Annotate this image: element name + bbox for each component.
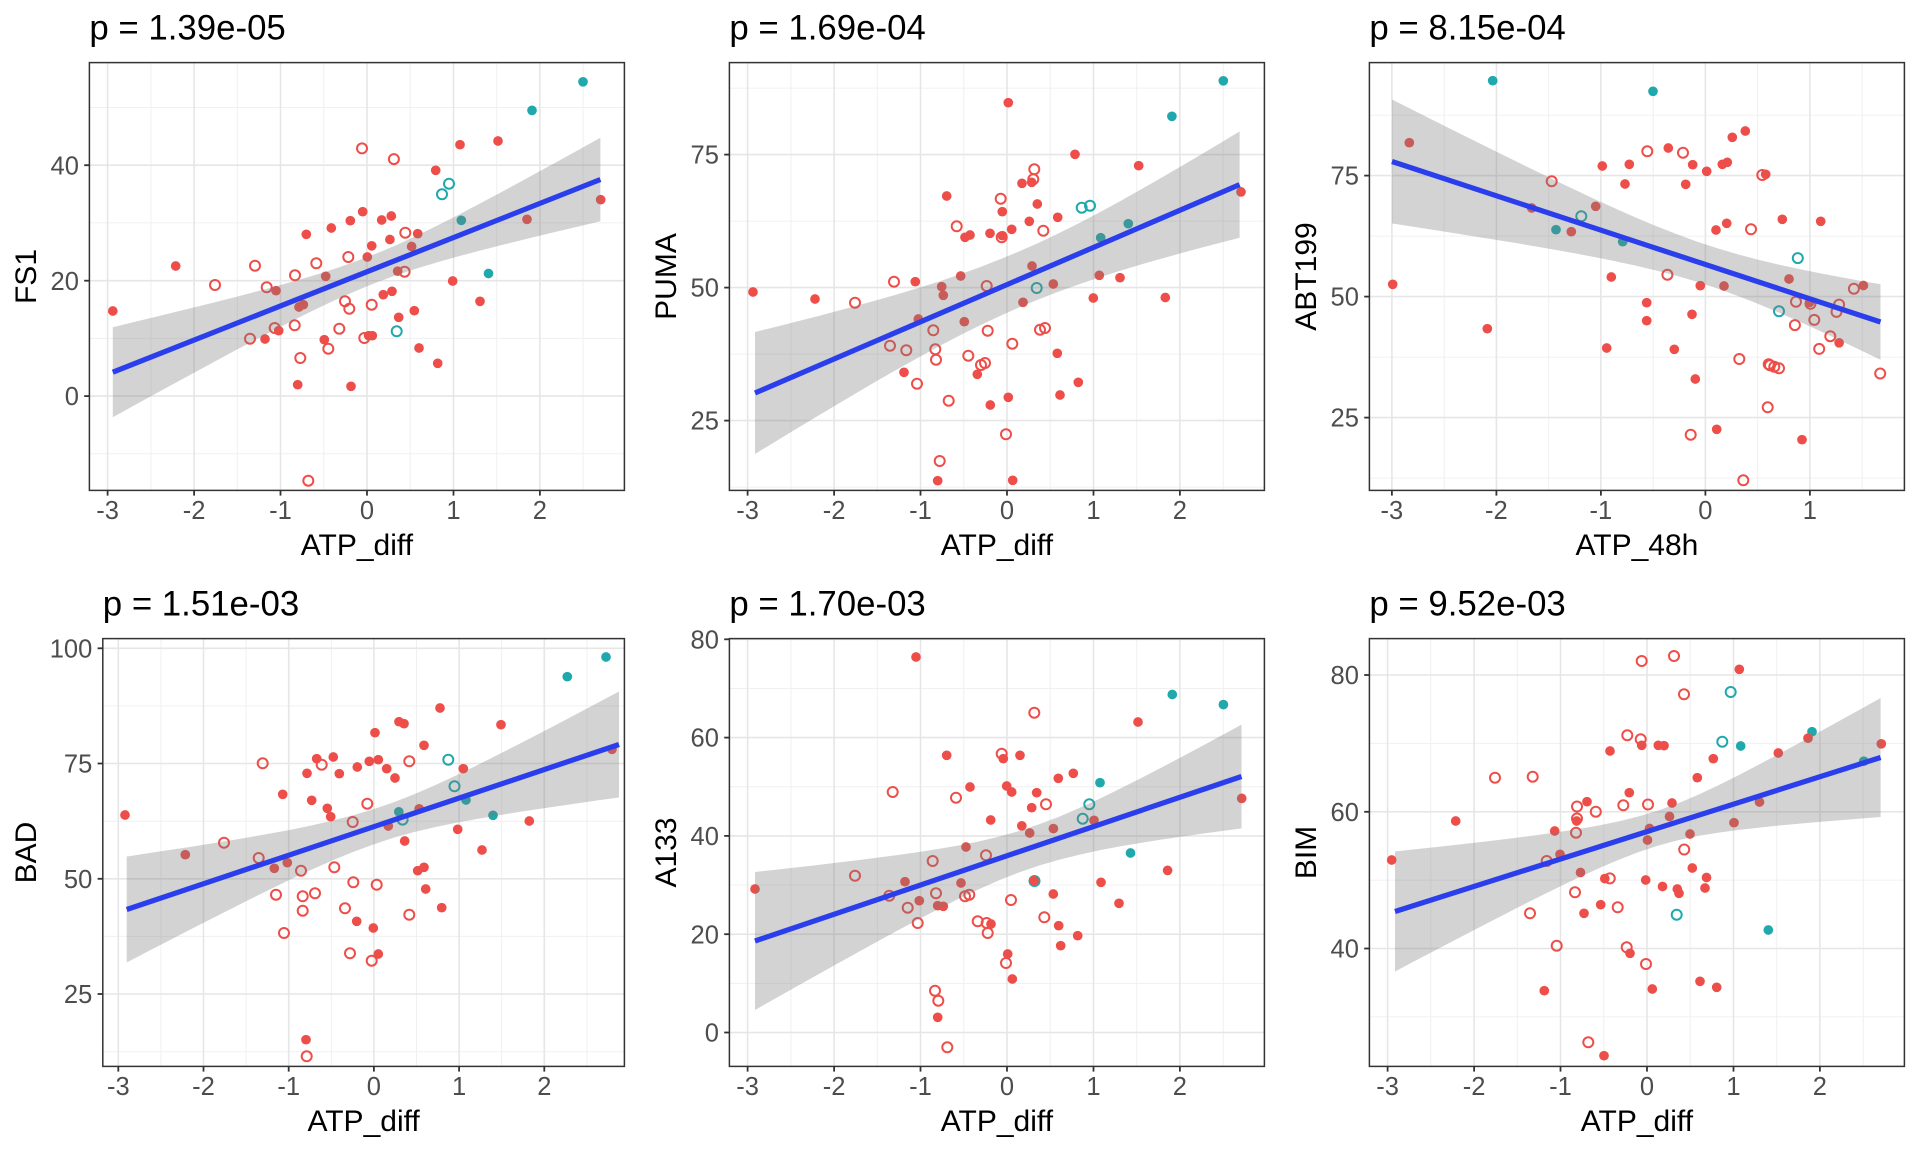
svg-text:p = 9.52e-03: p = 9.52e-03	[1369, 585, 1565, 624]
svg-text:ABT199: ABT199	[1290, 222, 1323, 330]
svg-text:-2: -2	[823, 497, 846, 525]
svg-text:p = 1.70e-03: p = 1.70e-03	[729, 585, 925, 624]
svg-text:ATP_diff: ATP_diff	[941, 1105, 1054, 1138]
svg-text:-3: -3	[107, 1073, 130, 1101]
svg-text:p = 1.51e-03: p = 1.51e-03	[103, 585, 299, 624]
svg-text:1: 1	[1086, 1073, 1100, 1101]
svg-text:75: 75	[64, 751, 92, 779]
svg-text:-2: -2	[823, 1073, 846, 1101]
svg-text:-2: -2	[1463, 1073, 1486, 1101]
svg-text:20: 20	[691, 921, 719, 949]
svg-text:0: 0	[1698, 497, 1712, 525]
svg-text:2: 2	[533, 497, 547, 525]
svg-text:1: 1	[1803, 497, 1817, 525]
svg-text:BAD: BAD	[10, 822, 43, 884]
svg-text:p = 1.39e-05: p = 1.39e-05	[89, 9, 285, 48]
svg-text:-3: -3	[96, 497, 119, 525]
svg-text:0: 0	[360, 497, 374, 525]
svg-text:p = 8.15e-04: p = 8.15e-04	[1369, 9, 1565, 48]
svg-text:-3: -3	[1381, 497, 1404, 525]
svg-text:50: 50	[1331, 284, 1359, 312]
svg-text:2: 2	[1173, 1073, 1187, 1101]
svg-text:ATP_diff: ATP_diff	[301, 529, 414, 562]
svg-text:2: 2	[1173, 497, 1187, 525]
svg-text:-1: -1	[277, 1073, 300, 1101]
svg-text:1: 1	[1086, 497, 1100, 525]
svg-text:-1: -1	[269, 497, 292, 525]
svg-text:0: 0	[1640, 1073, 1654, 1101]
svg-text:40: 40	[691, 823, 719, 851]
svg-text:-3: -3	[1376, 1073, 1399, 1101]
svg-text:80: 80	[691, 626, 719, 654]
svg-text:BIM: BIM	[1290, 826, 1323, 879]
svg-text:0: 0	[1000, 1073, 1014, 1101]
svg-text:2: 2	[537, 1073, 551, 1101]
svg-text:-3: -3	[736, 497, 759, 525]
svg-text:-2: -2	[1485, 497, 1508, 525]
svg-text:1: 1	[1726, 1073, 1740, 1101]
svg-text:0: 0	[1000, 497, 1014, 525]
svg-text:PUMA: PUMA	[650, 233, 683, 320]
svg-text:60: 60	[1331, 799, 1359, 827]
svg-text:40: 40	[51, 152, 79, 180]
svg-text:FS1: FS1	[10, 249, 43, 304]
svg-text:ATP_48h: ATP_48h	[1575, 529, 1698, 562]
svg-text:A133: A133	[650, 817, 683, 887]
svg-text:-1: -1	[1590, 497, 1613, 525]
svg-text:40: 40	[1331, 936, 1359, 964]
svg-text:p = 1.69e-04: p = 1.69e-04	[729, 9, 925, 48]
svg-text:0: 0	[65, 383, 79, 411]
svg-text:100: 100	[50, 635, 93, 663]
svg-text:2: 2	[1813, 1073, 1827, 1101]
svg-text:ATP_diff: ATP_diff	[941, 529, 1054, 562]
svg-text:1: 1	[446, 497, 460, 525]
svg-text:0: 0	[367, 1073, 381, 1101]
svg-text:80: 80	[1331, 662, 1359, 690]
svg-text:-1: -1	[1549, 1073, 1572, 1101]
svg-text:25: 25	[1331, 405, 1359, 433]
svg-text:ATP_diff: ATP_diff	[1581, 1105, 1694, 1138]
svg-text:20: 20	[51, 268, 79, 296]
svg-text:75: 75	[691, 142, 719, 170]
svg-text:-1: -1	[909, 497, 932, 525]
svg-text:0: 0	[705, 1020, 719, 1048]
svg-text:60: 60	[691, 725, 719, 753]
svg-text:50: 50	[691, 275, 719, 303]
svg-text:-1: -1	[909, 1073, 932, 1101]
svg-text:75: 75	[1331, 163, 1359, 191]
svg-text:1: 1	[452, 1073, 466, 1101]
svg-text:25: 25	[64, 981, 92, 1009]
svg-text:25: 25	[691, 408, 719, 436]
svg-text:-3: -3	[736, 1073, 759, 1101]
svg-text:-2: -2	[183, 497, 206, 525]
svg-text:-2: -2	[192, 1073, 215, 1101]
svg-text:50: 50	[64, 866, 92, 894]
svg-text:ATP_diff: ATP_diff	[307, 1105, 420, 1138]
